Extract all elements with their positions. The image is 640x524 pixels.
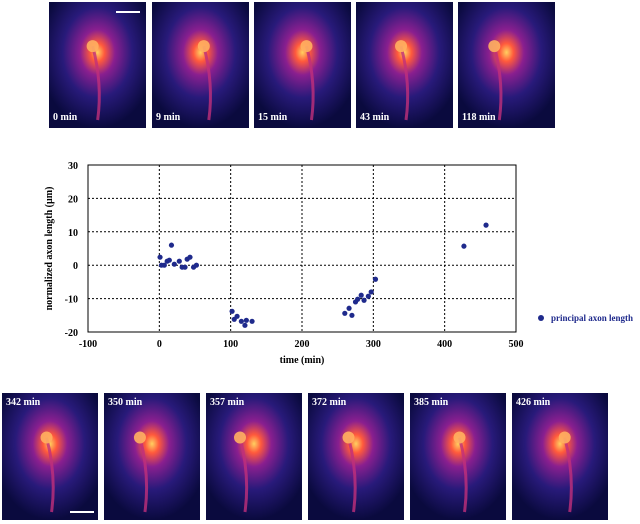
point bbox=[193, 262, 200, 268]
neurite bbox=[492, 45, 503, 121]
panel-label: 426 min bbox=[516, 397, 551, 408]
panel-label: 43 min bbox=[360, 112, 390, 123]
micrograph bbox=[512, 393, 608, 520]
point bbox=[243, 317, 249, 323]
point bbox=[187, 254, 193, 260]
soma bbox=[197, 40, 210, 53]
y-tick-label: 10 bbox=[68, 228, 78, 239]
point bbox=[157, 254, 163, 260]
neurite bbox=[347, 437, 357, 513]
y-tick-label: -20 bbox=[65, 328, 78, 339]
neurite bbox=[305, 45, 315, 121]
x-tick-label: 0 bbox=[157, 339, 162, 350]
micrograph bbox=[104, 393, 200, 520]
point bbox=[242, 322, 248, 328]
panel-label: 372 min bbox=[312, 397, 347, 408]
soma bbox=[233, 431, 246, 444]
soma bbox=[342, 431, 355, 444]
soma bbox=[40, 431, 53, 444]
x-tick-label: 100 bbox=[223, 339, 238, 350]
point bbox=[176, 258, 182, 264]
panel-label: 15 min bbox=[258, 112, 288, 123]
panel-label: 0 min bbox=[53, 112, 78, 123]
point bbox=[358, 292, 364, 298]
point bbox=[372, 276, 379, 282]
point bbox=[346, 305, 352, 311]
point bbox=[182, 264, 188, 270]
point bbox=[483, 222, 489, 228]
x-axis-label: time (min) bbox=[280, 355, 325, 366]
micrograph bbox=[458, 2, 555, 128]
point bbox=[361, 297, 367, 303]
x-tick-label: 200 bbox=[295, 339, 310, 350]
x-tick-label: -100 bbox=[79, 339, 97, 350]
x-tick-label: 400 bbox=[437, 339, 452, 350]
panel-label: 350 min bbox=[108, 397, 143, 408]
panel-label: 385 min bbox=[414, 397, 449, 408]
point bbox=[238, 318, 244, 324]
neurite bbox=[91, 45, 101, 121]
neurite bbox=[458, 437, 468, 513]
neurite bbox=[138, 437, 149, 513]
panel-label: 357 min bbox=[210, 397, 245, 408]
y-tick-label: -10 bbox=[65, 295, 78, 306]
y-tick-label: 30 bbox=[68, 161, 78, 172]
point bbox=[166, 257, 172, 263]
point bbox=[461, 243, 467, 249]
micrograph bbox=[152, 2, 249, 128]
point bbox=[365, 293, 371, 299]
point bbox=[249, 318, 255, 324]
soma bbox=[86, 40, 99, 53]
y-axis-label: normalized axon length (µm) bbox=[44, 187, 55, 311]
soma bbox=[558, 431, 571, 444]
point bbox=[342, 310, 348, 316]
soma bbox=[395, 40, 408, 53]
y-tick-label: 0 bbox=[73, 261, 78, 272]
point bbox=[229, 308, 235, 314]
point bbox=[234, 313, 240, 319]
y-tick-label: 20 bbox=[68, 194, 78, 205]
micrograph bbox=[206, 393, 302, 520]
point bbox=[161, 262, 167, 268]
panel-label: 9 min bbox=[156, 112, 181, 123]
point bbox=[168, 242, 175, 248]
soma bbox=[133, 431, 146, 444]
point bbox=[171, 261, 177, 267]
neurite bbox=[563, 437, 573, 513]
neurite bbox=[202, 45, 212, 121]
point bbox=[349, 312, 355, 318]
x-tick-label: 300 bbox=[366, 339, 381, 350]
neurite bbox=[238, 437, 249, 513]
neurite bbox=[45, 437, 55, 513]
soma bbox=[300, 40, 313, 53]
x-tick-label: 500 bbox=[509, 339, 524, 350]
micrograph bbox=[410, 393, 506, 520]
point bbox=[355, 296, 361, 302]
point bbox=[368, 289, 374, 295]
panel-label: 342 min bbox=[6, 397, 41, 408]
legend-marker bbox=[538, 315, 544, 321]
soma bbox=[453, 431, 466, 444]
panel-label: 118 min bbox=[462, 112, 496, 123]
neurite bbox=[399, 45, 410, 121]
legend-label: principal axon length bbox=[551, 313, 633, 323]
soma bbox=[488, 40, 501, 53]
micrograph bbox=[254, 2, 351, 128]
